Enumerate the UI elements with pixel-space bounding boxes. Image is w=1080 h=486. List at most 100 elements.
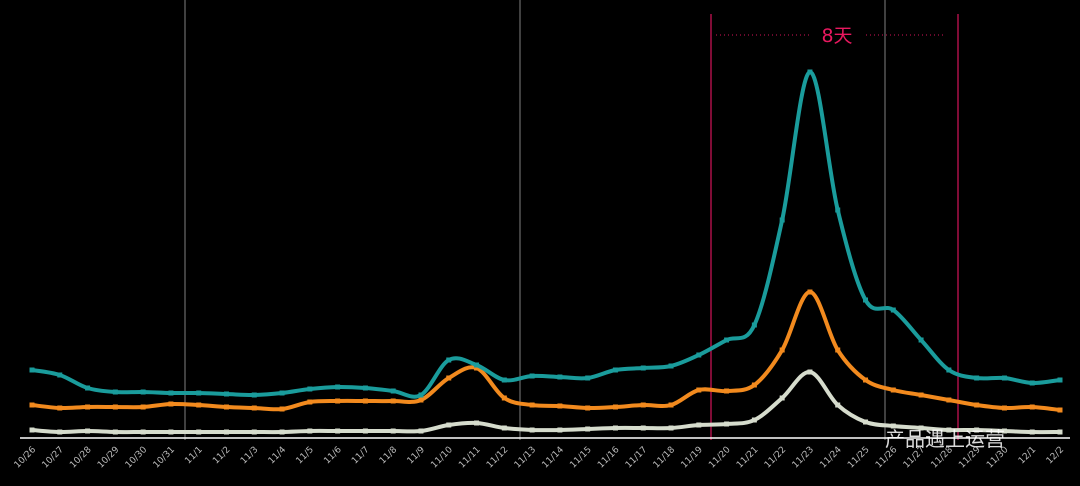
point — [918, 392, 924, 398]
point — [668, 363, 674, 369]
point — [140, 389, 146, 395]
point — [390, 398, 396, 404]
point — [557, 427, 563, 433]
x-tick-label: 10/26 — [13, 445, 39, 471]
point — [501, 377, 507, 383]
plot — [29, 69, 1063, 435]
point — [835, 402, 841, 408]
point — [529, 427, 535, 433]
point — [1001, 375, 1007, 381]
point — [696, 387, 702, 393]
point — [57, 429, 63, 435]
point — [1057, 429, 1063, 435]
x-tick-label: 11/7 — [350, 445, 371, 466]
point — [223, 391, 229, 397]
point — [557, 374, 563, 380]
x-tick-label: 11/25 — [846, 445, 871, 470]
point — [223, 429, 229, 435]
point — [279, 390, 285, 396]
point — [974, 375, 980, 381]
x-tick-label: 11/4 — [267, 445, 289, 467]
point — [362, 385, 368, 391]
point — [279, 406, 285, 412]
point — [863, 419, 869, 425]
point — [223, 404, 229, 410]
point — [668, 402, 674, 408]
x-tick-label: 11/10 — [429, 445, 455, 471]
series-line — [31, 290, 1061, 412]
point — [501, 425, 507, 431]
point — [57, 405, 63, 411]
x-tick-label: 11/2 — [211, 445, 232, 466]
x-tick-label: 10/28 — [68, 445, 94, 471]
point — [835, 207, 841, 213]
point — [529, 402, 535, 408]
point — [140, 404, 146, 410]
point — [724, 421, 730, 427]
point — [29, 427, 35, 433]
x-tick-label: 11/17 — [624, 445, 649, 470]
point — [974, 427, 980, 433]
point — [390, 428, 396, 434]
point — [418, 428, 424, 434]
point — [1029, 380, 1035, 386]
x-tick-label: 11/9 — [406, 445, 428, 467]
x-tick-label: 11/16 — [596, 445, 622, 471]
point — [1057, 407, 1063, 413]
x-tick-label: 11/23 — [791, 445, 816, 470]
point — [946, 427, 952, 433]
point — [612, 425, 618, 431]
point — [501, 395, 507, 401]
point — [585, 375, 591, 381]
point — [1029, 429, 1035, 435]
x-tick-label: 11/8 — [378, 445, 400, 467]
point — [85, 385, 91, 391]
point — [1057, 377, 1063, 383]
x-tick-label: 10/29 — [96, 445, 122, 471]
point — [696, 422, 702, 428]
series-line — [31, 69, 1061, 399]
point — [29, 367, 35, 373]
point — [474, 365, 480, 371]
point — [807, 69, 813, 75]
point — [362, 428, 368, 434]
x-tick-label: 11/5 — [295, 445, 316, 466]
x-tick-label: 11/24 — [818, 445, 844, 471]
point — [779, 217, 785, 223]
point — [196, 390, 202, 396]
point — [890, 307, 896, 313]
point — [863, 377, 869, 383]
annotation: 8天 — [821, 25, 852, 47]
x-tick-label: 12/2 — [1045, 445, 1066, 466]
point — [418, 397, 424, 403]
point — [640, 425, 646, 431]
point — [724, 388, 730, 394]
point — [974, 402, 980, 408]
x-tick-label: 11/20 — [707, 445, 733, 471]
point — [585, 426, 591, 432]
point — [918, 337, 924, 343]
point — [890, 423, 896, 429]
point — [85, 428, 91, 434]
point — [279, 429, 285, 435]
point — [1001, 428, 1007, 434]
point — [529, 373, 535, 379]
point — [362, 398, 368, 404]
point — [112, 389, 118, 395]
point — [751, 417, 757, 423]
point — [168, 429, 174, 435]
point — [335, 428, 341, 434]
watermark: 产品遇上运营 — [885, 427, 1005, 451]
point — [1001, 405, 1007, 411]
point — [807, 289, 813, 295]
point — [307, 399, 313, 405]
x-tick-label: 10/27 — [40, 445, 65, 470]
point — [612, 367, 618, 373]
point — [57, 372, 63, 378]
point — [168, 390, 174, 396]
point — [779, 395, 785, 401]
point — [751, 382, 757, 388]
series-line — [31, 370, 1061, 435]
x-tick-label: 10/30 — [124, 445, 150, 471]
point — [946, 397, 952, 403]
